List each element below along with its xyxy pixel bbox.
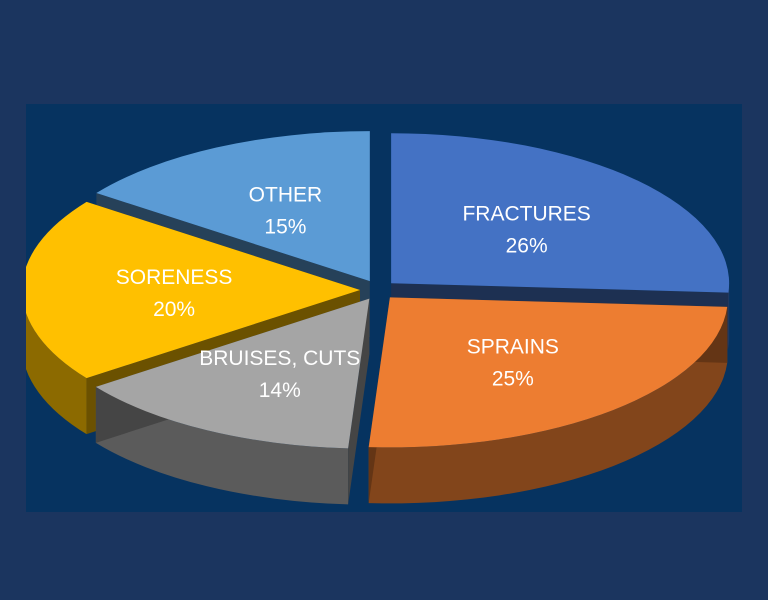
- slice-sprains: [368, 297, 728, 448]
- slice-value-other: 15%: [264, 216, 306, 239]
- slice-side-sprains: [368, 306, 728, 504]
- slice-label-fractures: FRACTURES: [462, 203, 590, 226]
- slice-label-soreness: SORENESS: [116, 266, 233, 289]
- slice-label-bruises-cuts: BRUISES, CUTS: [199, 347, 360, 370]
- slice-fractures: [391, 133, 730, 293]
- slice-other: [96, 131, 370, 282]
- slice-soreness: [26, 201, 360, 379]
- slice-value-sprains: 25%: [492, 367, 534, 390]
- chart-panel: FRACTURES 26% SPRAINS 25% BRUISES, CUTS 14% SO…: [26, 104, 742, 512]
- slice-value-soreness: 20%: [153, 298, 195, 321]
- pie-chart: FRACTURES 26% SPRAINS 25% BRUISES, CUTS 14% SO…: [26, 131, 730, 505]
- pie-top-layer: [26, 131, 730, 449]
- slice-label-sprains: SPRAINS: [467, 335, 559, 358]
- slice-side-soreness: [26, 312, 87, 435]
- pie-label-layer: FRACTURES 26% SPRAINS 25% BRUISES, CUTS 14% SO…: [116, 184, 591, 402]
- slice-side-fractures: [728, 283, 730, 349]
- slice-value-fractures: 26%: [506, 235, 548, 258]
- slice-value-bruises-cuts: 14%: [259, 379, 301, 402]
- slice-label-other: OTHER: [249, 184, 323, 207]
- slice-bruises-cuts: [95, 298, 370, 449]
